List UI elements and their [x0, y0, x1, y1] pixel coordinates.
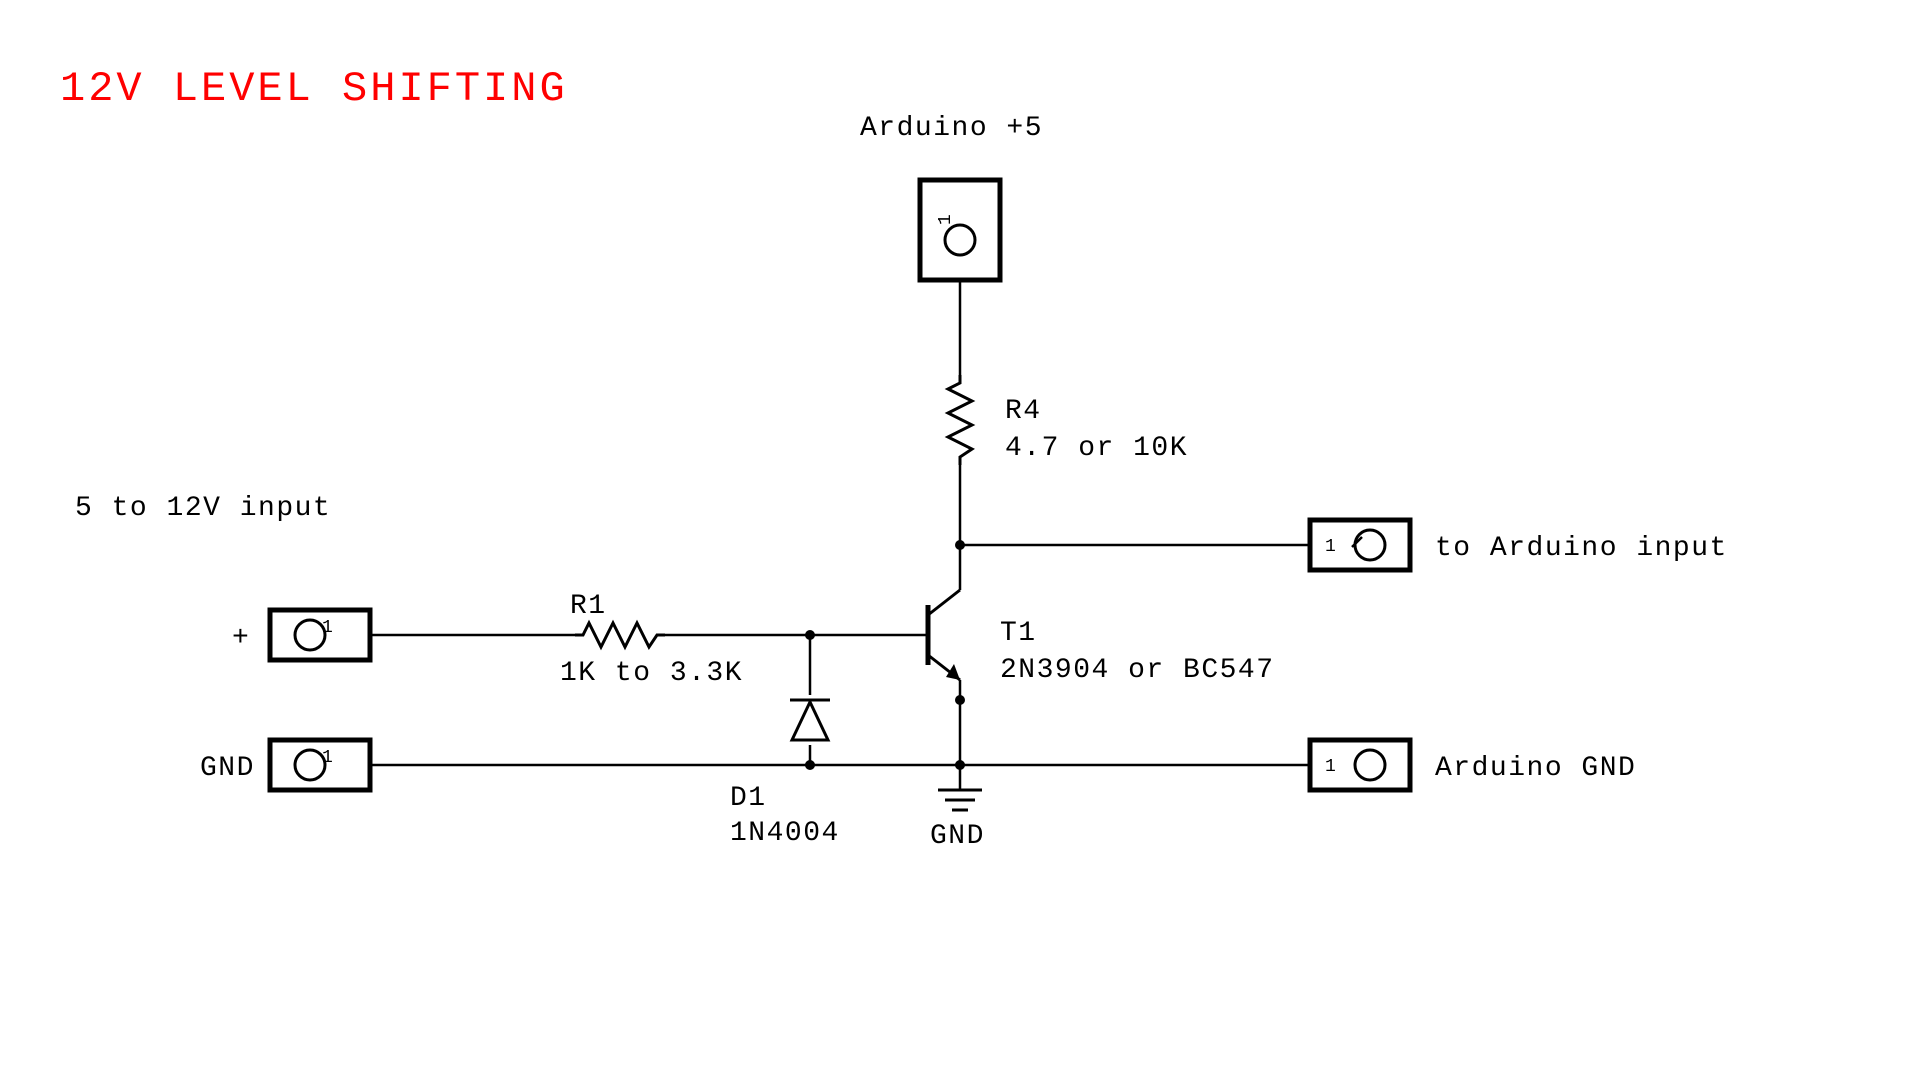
r4-value: 4.7 or 10K — [1005, 433, 1188, 464]
label-to-arduino: to Arduino input — [1435, 533, 1728, 564]
pin-label: 1 — [936, 213, 956, 225]
pad-arduino-gnd: 1 Arduino GND — [1310, 740, 1636, 790]
label-input-gnd: GND — [200, 753, 255, 784]
r1-name: R1 — [570, 591, 607, 622]
resistor-r1: R1 1K to 3.3K — [560, 591, 743, 689]
pad-input-gnd: 1 GND — [200, 740, 370, 790]
pin-label: 1 — [1325, 537, 1337, 557]
d1-value: 1N4004 — [730, 818, 840, 849]
label-arduino-5v: Arduino +5 — [860, 113, 1043, 144]
gnd-label: GND — [930, 821, 985, 852]
pad-arduino-5v: 1 Arduino +5 — [860, 113, 1043, 280]
label-input-plus: + — [232, 623, 250, 654]
r4-name: R4 — [1005, 396, 1042, 427]
transistor-t1: T1 2N3904 or BC547 — [900, 590, 1275, 686]
pad-input-plus: 1 + — [232, 610, 370, 660]
resistor-r4: R4 4.7 or 10K — [948, 375, 1188, 465]
label-input-desc: 5 to 12V input — [75, 493, 331, 524]
diode-d1: D1 1N4004 — [730, 700, 840, 849]
pin-label: 1 — [322, 748, 334, 768]
pin-label: 1 — [322, 618, 334, 638]
nodes — [805, 540, 965, 770]
t1-value: 2N3904 or BC547 — [1000, 655, 1275, 686]
pad-to-arduino: 1 to Arduino input — [1310, 520, 1728, 570]
label-arduino-gnd: Arduino GND — [1435, 753, 1636, 784]
wires — [370, 330, 1310, 790]
ground-symbol: GND — [930, 790, 985, 852]
schematic-canvas: 12V LEVEL SHIFTING 1 Arduino +5 1 + 1 GN… — [0, 0, 1920, 1080]
r1-value: 1K to 3.3K — [560, 658, 743, 689]
t1-name: T1 — [1000, 618, 1037, 649]
pin-label: 1 — [1325, 757, 1337, 777]
schematic-title: 12V LEVEL SHIFTING — [60, 65, 568, 113]
d1-name: D1 — [730, 783, 767, 814]
